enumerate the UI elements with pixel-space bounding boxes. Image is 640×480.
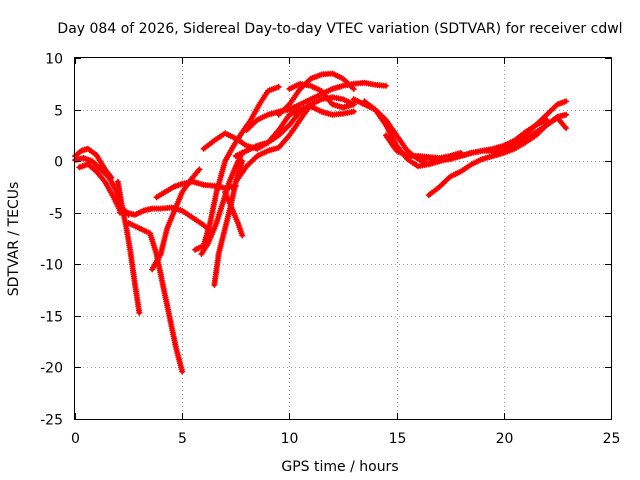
plot-frame [74,57,612,420]
series-track-09 [192,83,282,253]
series-track-17 [275,70,357,118]
series-markers [232,101,314,185]
series-track-04 [114,178,143,316]
y-axis-label: SDTVAR / TECUs [6,182,22,297]
x-tick-label: 10 [281,431,299,447]
series-markers [149,166,203,273]
series-markers [222,189,246,239]
series-markers [490,114,569,158]
y-tick-label: 10 [45,52,63,68]
y-tick-label: -10 [40,258,63,274]
y-tick-label: 5 [54,104,63,120]
series-track-18 [286,80,357,111]
series-markers [76,161,123,214]
x-tick-label: 20 [496,431,514,447]
series-track-24 [490,114,569,158]
series-markers [415,98,569,165]
x-tick-label: 5 [178,431,187,447]
chart-title: Day 084 of 2026, Sidereal Day-to-day VTE… [57,21,622,37]
series-track-03 [76,161,123,214]
series-track-23 [415,98,569,165]
y-tick-label: -5 [49,207,63,223]
series-track-16 [243,79,389,134]
series-track-06 [125,220,186,375]
x-tick-label: 0 [71,431,80,447]
y-tick-label: -15 [40,310,63,326]
series-track-13 [222,189,246,239]
y-tick-label: -25 [40,413,63,429]
series-markers [275,70,357,118]
series-markers [114,178,143,316]
y-tick-label: 0 [54,155,63,171]
axis-ticks: 0 5 10 15 20 25 -25 -20 -15 -10 -5 0 5 10 [40,52,620,448]
data-series [72,70,569,375]
x-axis-label: GPS time / hours [281,459,398,475]
x-tick-label: 25 [603,431,621,447]
series-markers [198,149,246,257]
series-track-10 [198,149,246,257]
series-markers [192,83,282,253]
y-tick-label: -20 [40,361,63,377]
series-track-15 [232,101,314,185]
x-tick-label: 15 [389,431,407,447]
series-markers [286,80,357,111]
